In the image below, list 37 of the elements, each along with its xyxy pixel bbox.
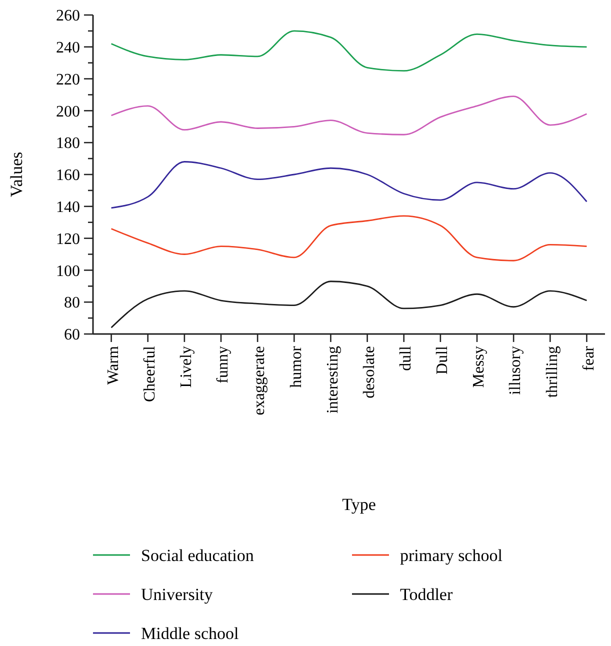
legend-label: Toddler [400, 584, 453, 604]
y-tick-label: 160 [56, 167, 80, 184]
x-tick-label: desolate [360, 346, 378, 398]
legend-label: Middle school [141, 624, 240, 643]
x-tick-label: Warm [104, 345, 122, 385]
y-tick-label: 200 [56, 103, 80, 120]
x-tick-label: thrilling [544, 346, 561, 398]
y-tick-label: 100 [56, 262, 80, 280]
line-series [110, 161, 588, 209]
legend-label: University [141, 584, 214, 604]
y-tick-label: 60 [64, 326, 80, 344]
x-tick-label: interesting [324, 346, 342, 414]
y-tick-label: 260 [56, 8, 80, 25]
y-tick-label: 180 [56, 135, 80, 152]
line-series [110, 96, 588, 136]
x-tick-label: illusory [507, 346, 524, 395]
x-tick-label: humor [288, 345, 305, 388]
x-tick-label: exaggerate [251, 346, 268, 416]
x-tick-label: Cheerful [141, 345, 158, 402]
y-axis-title: Values [7, 152, 26, 198]
y-tick-label: 120 [56, 230, 80, 248]
x-tick-label: Dull [434, 345, 452, 374]
legend-label: primary school [400, 546, 503, 565]
x-tick-label: Lively [178, 346, 196, 388]
line-series [110, 280, 588, 328]
y-tick-label: 240 [56, 40, 80, 56]
x-tick-label: Messy [470, 346, 488, 388]
x-tick-label: dull [397, 345, 414, 371]
y-tick-label: 80 [64, 294, 80, 312]
line-series [110, 30, 588, 72]
y-tick-label: 140 [56, 199, 80, 216]
x-axis-title: Type [342, 495, 376, 514]
line-series [110, 215, 588, 262]
y-tick-label: 220 [56, 71, 80, 88]
x-tick-label: fear [580, 345, 598, 371]
legend-label: Social education [141, 546, 254, 565]
x-tick-label: funny [214, 346, 232, 384]
